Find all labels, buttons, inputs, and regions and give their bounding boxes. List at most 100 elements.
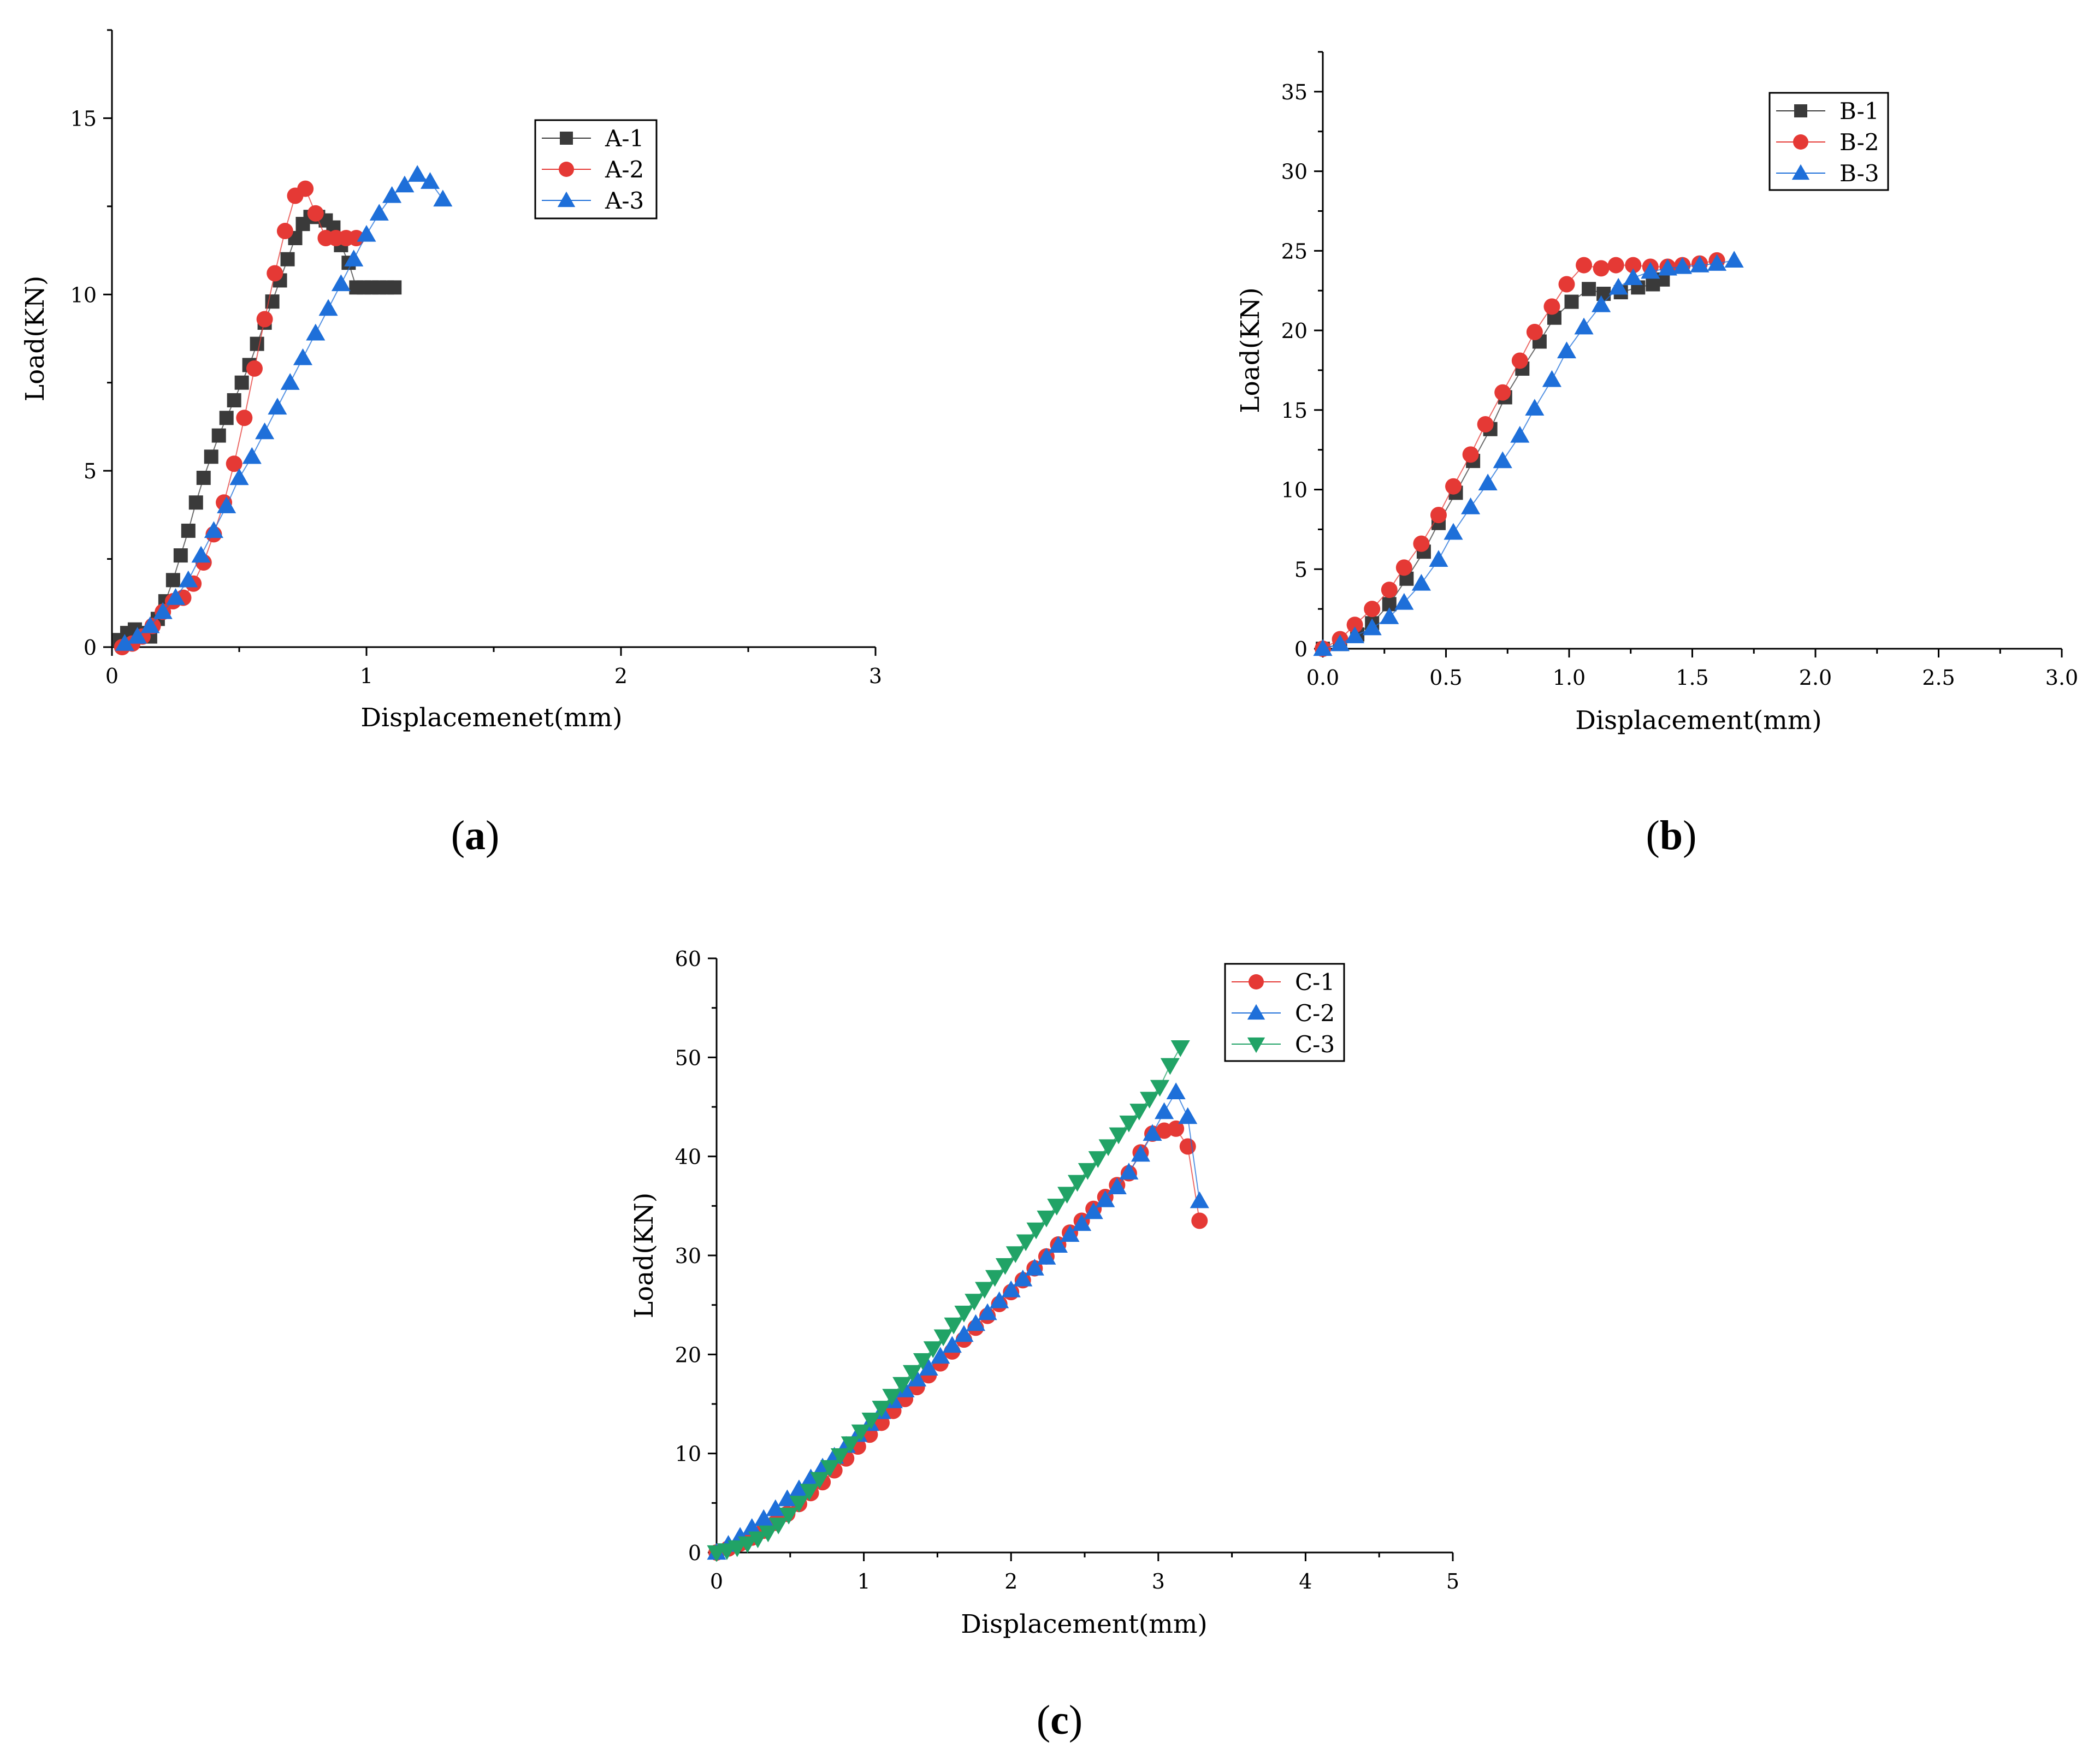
panel-b-data-point — [1707, 254, 1727, 271]
panel-c-data-point — [861, 1412, 881, 1430]
panel-c-legend-marker — [1247, 1004, 1265, 1020]
panel-b-legend-marker — [1793, 134, 1808, 150]
panel-b-data-point — [1380, 607, 1399, 624]
panel-b-y-tick-label: 20 — [1281, 319, 1308, 343]
panel-c-data-point — [907, 1370, 927, 1386]
panel-a-data-point — [153, 602, 173, 619]
panel-a-data-point — [234, 375, 249, 390]
panel-c-data-point — [954, 1325, 974, 1342]
panel-b-data-point — [1543, 298, 1560, 315]
panel-a-data-point — [267, 265, 283, 282]
panel-c-data-point — [748, 1531, 768, 1549]
panel-a-y-tick-label: 10 — [70, 283, 97, 307]
panel-b-data-point — [1394, 592, 1414, 610]
panel-c-y-tick-label: 60 — [675, 947, 701, 971]
panel-c-data-point — [1016, 1234, 1036, 1252]
panel-b-y-tick-label: 0 — [1294, 637, 1308, 661]
panel-a-data-point — [268, 398, 287, 415]
panel-b-x-tick-label: 1.0 — [1553, 666, 1586, 690]
panel-c-data-point — [1166, 1082, 1186, 1099]
panel-b-series-b-2 — [1315, 252, 1725, 657]
panel-c-data-point — [1109, 1127, 1128, 1145]
panel-c-data-point — [1067, 1175, 1087, 1192]
panel-c-x-tick-label: 1 — [857, 1569, 871, 1593]
panel-a-data-point — [217, 496, 236, 513]
panel-c-data-point — [1005, 1246, 1025, 1263]
panel-c-data-point — [892, 1377, 912, 1394]
panel-b-data-point — [1330, 634, 1350, 651]
panel-a-data-point — [219, 411, 234, 425]
panel-b-legend-marker — [1794, 104, 1807, 117]
panel-a-legend: A-1 A-2 A-3 — [534, 119, 658, 220]
panel-b-data-point — [1564, 294, 1579, 309]
panel-c-data-point — [1107, 1177, 1127, 1195]
panel-a-data-point — [165, 573, 180, 588]
panel-a-data-point — [433, 189, 453, 207]
panel-c-data-point — [954, 1306, 974, 1323]
panel-b-data-point — [1525, 399, 1545, 416]
panel-c-data-point — [1096, 1190, 1115, 1207]
panel-c-data-point — [990, 1291, 1009, 1308]
panel-b-data-point — [1478, 473, 1498, 491]
panel-c-data-point — [1150, 1080, 1170, 1097]
panel-a-data-point — [307, 205, 324, 222]
panel-b-data-point — [1477, 416, 1494, 433]
panel-c-data-point — [1178, 1107, 1198, 1124]
panel-c-data-point — [1084, 1202, 1103, 1219]
panel-c-data-point — [1191, 1212, 1208, 1229]
panel-b-data-point — [1462, 446, 1479, 463]
panel-c-data-point — [965, 1294, 984, 1311]
panel-c-x-tick-label: 4 — [1299, 1569, 1312, 1593]
panel-b-y-tick-label: 25 — [1281, 239, 1308, 263]
panel-c-data-point — [766, 1499, 785, 1516]
panel-b-data-point — [1364, 601, 1381, 618]
panel-a-data-point — [256, 311, 273, 328]
panel-a-data-point — [196, 471, 211, 485]
panel-c-data-point — [975, 1282, 995, 1299]
panel-c-data-point — [872, 1401, 891, 1418]
panel-c-chart: 0 1 2 3 4 50102030405060Displacement(mm)Load(… — [629, 947, 1459, 1639]
panel-a-chart: 0 1 2 3051015Displacemenet(mm)Load(KN)A-1A-… — [20, 29, 882, 733]
panel-c-data-point — [913, 1353, 932, 1370]
panel-c-data-point — [810, 1472, 830, 1489]
panel-a-data-point — [229, 468, 249, 485]
panel-c-data-point — [1072, 1214, 1092, 1231]
panel-a-series-a-2 — [114, 180, 365, 655]
panel-a-data-point — [293, 348, 313, 365]
panel-c-data-point — [1048, 1236, 1068, 1253]
panel-b-data-point — [1395, 559, 1412, 576]
panel-b-data-point — [1510, 425, 1530, 443]
panel-c-data-point — [738, 1536, 758, 1554]
panel-a-data-point — [382, 186, 402, 203]
panel-c-data-point — [1025, 1259, 1044, 1276]
panel-a-data-point — [250, 336, 264, 351]
panel-c-data-point — [1057, 1187, 1077, 1204]
panel-b-data-point — [1574, 317, 1594, 335]
panel-b-data-point — [1493, 451, 1512, 469]
panel-a-data-point — [348, 229, 365, 246]
panel-a-data-point — [188, 495, 203, 510]
panel-b-data-point — [1313, 639, 1333, 656]
panel-b-data-point — [1608, 277, 1628, 295]
panel-b-data-point — [1345, 626, 1365, 643]
panel-c-data-point — [931, 1347, 950, 1364]
panel-c-data-point — [933, 1329, 953, 1347]
panel-b-caption-letter: b — [1660, 813, 1683, 858]
panel-c-data-point — [895, 1380, 915, 1397]
panel-c-data-point — [1179, 1138, 1196, 1155]
panel-c-y-tick-label: 10 — [675, 1442, 701, 1466]
panel-c-data-point — [820, 1460, 840, 1477]
panel-c-data-point — [1140, 1092, 1160, 1109]
panel-c-data-point — [851, 1424, 871, 1442]
panel-b-data-point — [1592, 295, 1611, 312]
panel-c-data-point — [758, 1525, 778, 1543]
panel-c-data-point — [1131, 1145, 1150, 1162]
panel-c-data-point — [1047, 1199, 1067, 1216]
panel-a-data-point — [387, 280, 402, 295]
panel-a-data-point — [369, 204, 389, 221]
panel-c-caption-letter: c — [1050, 1697, 1069, 1743]
panel-b-series-b-1 — [1316, 272, 1670, 656]
panel-a-series-a-1 — [112, 210, 402, 648]
panel-a-y-axis-title: Load(KN) — [20, 276, 50, 402]
panel-c-series-line — [716, 1047, 1181, 1553]
